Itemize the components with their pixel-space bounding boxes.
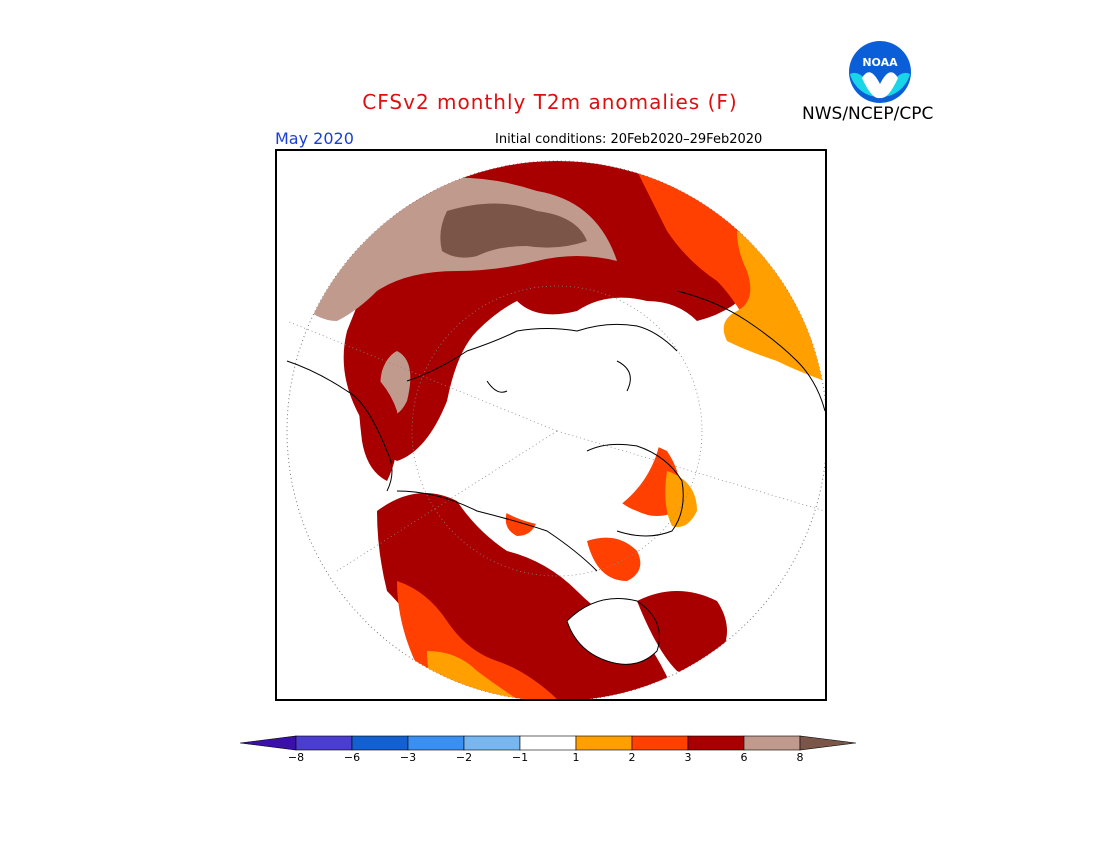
valid-month-label: May 2020 — [275, 129, 354, 148]
colorbar-tick-label: 3 — [684, 751, 692, 764]
colorbar-tick-label: 6 — [740, 751, 748, 764]
hudson-bay-region — [567, 598, 660, 665]
colorbar-tick-label: 8 — [796, 751, 804, 764]
colorbar-tick-label: −2 — [455, 751, 473, 764]
eurasia-anomaly-gt8 — [440, 203, 587, 258]
colorbar-cell — [687, 735, 745, 751]
map-panel — [275, 149, 827, 701]
logo-text: NOAA — [862, 56, 898, 69]
labrador-anomaly-2to3 — [587, 537, 641, 581]
arctic-ocean — [452, 316, 662, 526]
greenland-east-anomaly-1to2 — [665, 471, 697, 527]
colorbar-tick-label: −8 — [287, 751, 305, 764]
colorbar-cell — [351, 735, 409, 751]
colorbar-cell — [295, 735, 353, 751]
colorbar-arrow-right — [799, 735, 857, 751]
noaa-logo-icon: NOAA — [849, 41, 911, 103]
colorbar-cell — [631, 735, 689, 751]
colorbar-cell — [407, 735, 465, 751]
coastlines — [286, 290, 825, 665]
colorbar-cell — [743, 735, 801, 751]
baffin-anomaly-3to6 — [637, 591, 727, 675]
map-title: CFSv2 monthly T2m anomalies (F) — [362, 90, 738, 114]
agency-label: NWS/NCEP/CPC — [802, 104, 934, 124]
colorbar-cell — [519, 735, 577, 751]
colorbar-tick-label: 2 — [628, 751, 636, 764]
graticule — [286, 285, 825, 577]
colorbar-cell — [463, 735, 521, 751]
initial-conditions-label: Initial conditions: 20Feb2020–29Feb2020 — [495, 132, 763, 147]
colorbar-arrow-left — [239, 735, 297, 751]
colorbar-cell — [575, 735, 633, 751]
colorbar-tick-label: −6 — [343, 751, 361, 764]
colorbar-tick-label: −3 — [399, 751, 417, 764]
colorbar-tick-label: 1 — [572, 751, 580, 764]
polar-map — [286, 160, 825, 699]
scandinavia-anomaly-3to6 — [357, 361, 399, 481]
colorbar — [239, 735, 857, 751]
colorbar-tick-label: −1 — [511, 751, 529, 764]
